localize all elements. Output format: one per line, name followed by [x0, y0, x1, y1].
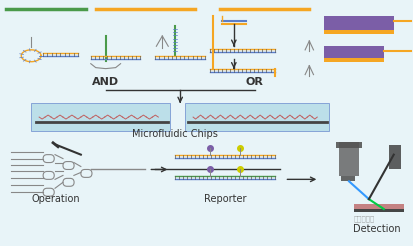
Text: OR: OR [245, 77, 263, 88]
Text: 众源控科技: 众源控科技 [352, 215, 374, 222]
Bar [31, 103, 170, 131]
Bar [185, 103, 328, 131]
Bar [353, 204, 403, 209]
Bar [340, 176, 354, 181]
Bar [323, 30, 393, 34]
Bar [338, 142, 358, 176]
Bar [323, 16, 393, 30]
Text: Reporter: Reporter [203, 194, 246, 204]
Text: Microfluidic Chips: Microfluidic Chips [132, 129, 218, 139]
Bar [353, 209, 403, 212]
Bar [388, 145, 400, 169]
Bar [323, 46, 383, 58]
Text: Detection: Detection [352, 224, 400, 234]
Text: Operation: Operation [32, 194, 80, 204]
Bar [323, 58, 383, 62]
Text: AND: AND [92, 77, 119, 88]
Bar [335, 142, 361, 148]
